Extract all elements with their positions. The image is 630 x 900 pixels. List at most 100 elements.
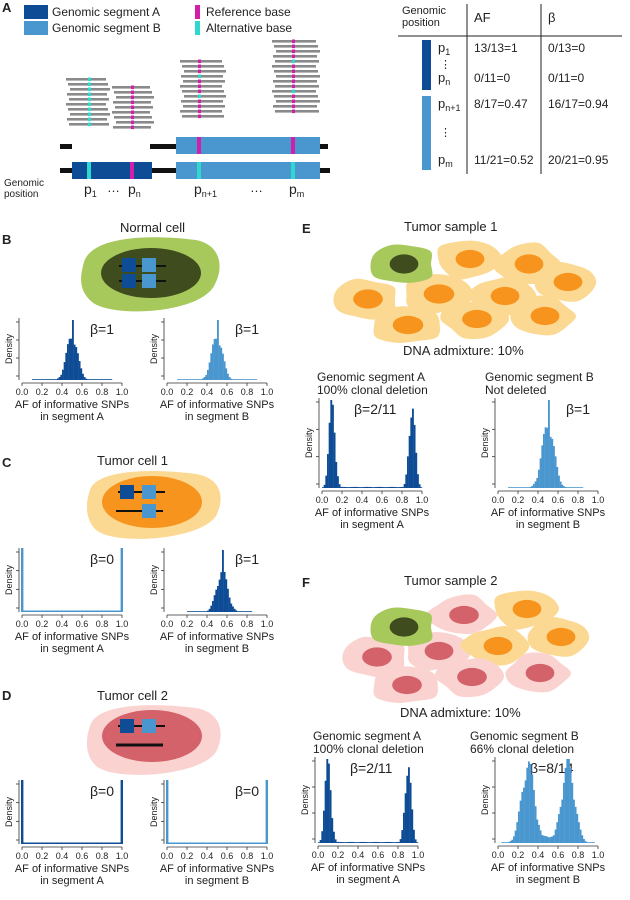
histogram-bar <box>45 379 48 380</box>
tumor1-cell <box>373 306 440 343</box>
histogram-bar <box>203 376 206 380</box>
cell-nucleus <box>490 286 520 306</box>
histogram-bar <box>213 595 216 612</box>
histogram-baseline <box>22 842 122 844</box>
ref-base-mark <box>292 84 295 89</box>
histogram-bar <box>543 835 545 843</box>
x-tick-label: 0.4 <box>532 850 545 860</box>
histogram-bar <box>73 344 76 380</box>
tumor2-cell <box>505 652 572 693</box>
seg-a-copy <box>120 719 134 733</box>
histogram-bar <box>511 487 514 488</box>
panel-e: E Tumor sample 1 DNA admixture: 10% Geno… <box>302 219 597 397</box>
ref-base-mark <box>131 120 134 125</box>
histogram-bar <box>215 589 218 612</box>
histogram-bar <box>248 379 251 380</box>
histogram-bar <box>508 841 510 843</box>
histogram-bar <box>380 486 383 488</box>
histogram-bar <box>398 841 400 843</box>
cell-nucleus <box>423 284 455 304</box>
histogram-bar <box>337 476 339 488</box>
histogram-bar <box>534 806 537 843</box>
read <box>274 95 318 98</box>
histogram-bar <box>108 379 111 380</box>
histogram-bar <box>509 841 512 843</box>
read-stacks <box>66 39 320 130</box>
histogram-bar <box>193 611 196 612</box>
histogram-bar <box>559 481 562 488</box>
histogram-bar <box>346 842 349 843</box>
histogram-bar <box>523 787 525 843</box>
histogram-bar <box>242 611 244 612</box>
histogram-bar <box>331 818 334 843</box>
cell-nucleus <box>362 647 392 667</box>
x-tick-label: 0.2 <box>332 850 345 860</box>
read <box>116 96 154 99</box>
histogram-bar <box>403 812 405 843</box>
histogram-bar <box>202 611 204 612</box>
histogram-bar <box>252 379 254 380</box>
histogram-bar <box>578 487 580 488</box>
histogram-bar <box>543 433 545 488</box>
ref-base-mark <box>292 104 295 109</box>
histogram-bar <box>182 379 184 380</box>
panel-letter-b: B <box>2 232 11 247</box>
histogram-bar <box>72 320 74 380</box>
histogram-d-left: 0.0 0.2 0.4 0.6 0.8 1.0 Density AF of informati… <box>4 780 130 887</box>
histogram-bar <box>217 586 219 612</box>
cell-nucleus <box>389 617 419 637</box>
table-row-af-3: 8/17=0.47 <box>474 97 528 111</box>
alt-base-mark <box>88 92 91 97</box>
histogram-bar <box>67 344 69 380</box>
histogram-bar <box>526 487 529 488</box>
cell-nucleus <box>525 663 555 683</box>
histogram-bar <box>218 579 221 612</box>
pos-pm: pm <box>289 181 304 199</box>
histogram-bar <box>223 571 226 612</box>
histogram-bar <box>329 790 332 843</box>
histogram-bar <box>183 379 186 380</box>
tumor2-cell <box>342 636 405 678</box>
y-axis-label: Density <box>304 427 314 458</box>
legend-swatch-seg-a <box>24 5 48 19</box>
histogram-bar <box>589 842 592 843</box>
chromosome-top-mid-line <box>150 144 178 149</box>
histogram-bar <box>536 477 539 488</box>
x-tick-label: 0.6 <box>221 387 234 397</box>
ref-base-mark <box>198 84 201 89</box>
panel-c-title: Tumor cell 1 <box>97 453 168 468</box>
x-tick-label: 0.8 <box>96 619 109 629</box>
cell-nucleus <box>455 249 485 269</box>
genomic-position-label-2: position <box>4 189 38 200</box>
histogram-bar <box>581 487 584 488</box>
histogram-bar <box>225 579 228 612</box>
alt-base-mark <box>88 117 91 122</box>
histogram-bar <box>558 475 560 488</box>
histogram-bar <box>413 829 415 843</box>
histogram-bar <box>588 842 590 843</box>
histogram-bar <box>220 347 223 380</box>
x-tick-label: 0.2 <box>336 495 349 505</box>
histogram-bar <box>102 379 104 380</box>
beta-label: β=0 <box>90 551 114 567</box>
histogram-bar <box>100 379 103 380</box>
tumor-sample-2-cells <box>342 590 590 703</box>
histogram-bar <box>103 379 106 380</box>
normal-cell <box>370 607 433 646</box>
read <box>184 70 226 73</box>
cell-nucleus <box>530 306 560 326</box>
histogram-bar <box>50 379 53 380</box>
read-stack <box>112 85 154 130</box>
histogram-bar <box>408 435 411 488</box>
x-tick-label: 0.4 <box>201 851 214 861</box>
histogram-bar <box>327 454 329 488</box>
histogram-bar <box>70 338 73 380</box>
read <box>182 65 224 68</box>
histogram-bar <box>190 379 193 380</box>
table-bar-seg-a <box>422 40 431 90</box>
read <box>184 95 226 98</box>
histogram-bar <box>341 842 344 843</box>
beta-label: β=0 <box>235 783 259 799</box>
histogram-bar <box>593 842 595 843</box>
x-tick-label: 0.0 <box>161 619 174 629</box>
